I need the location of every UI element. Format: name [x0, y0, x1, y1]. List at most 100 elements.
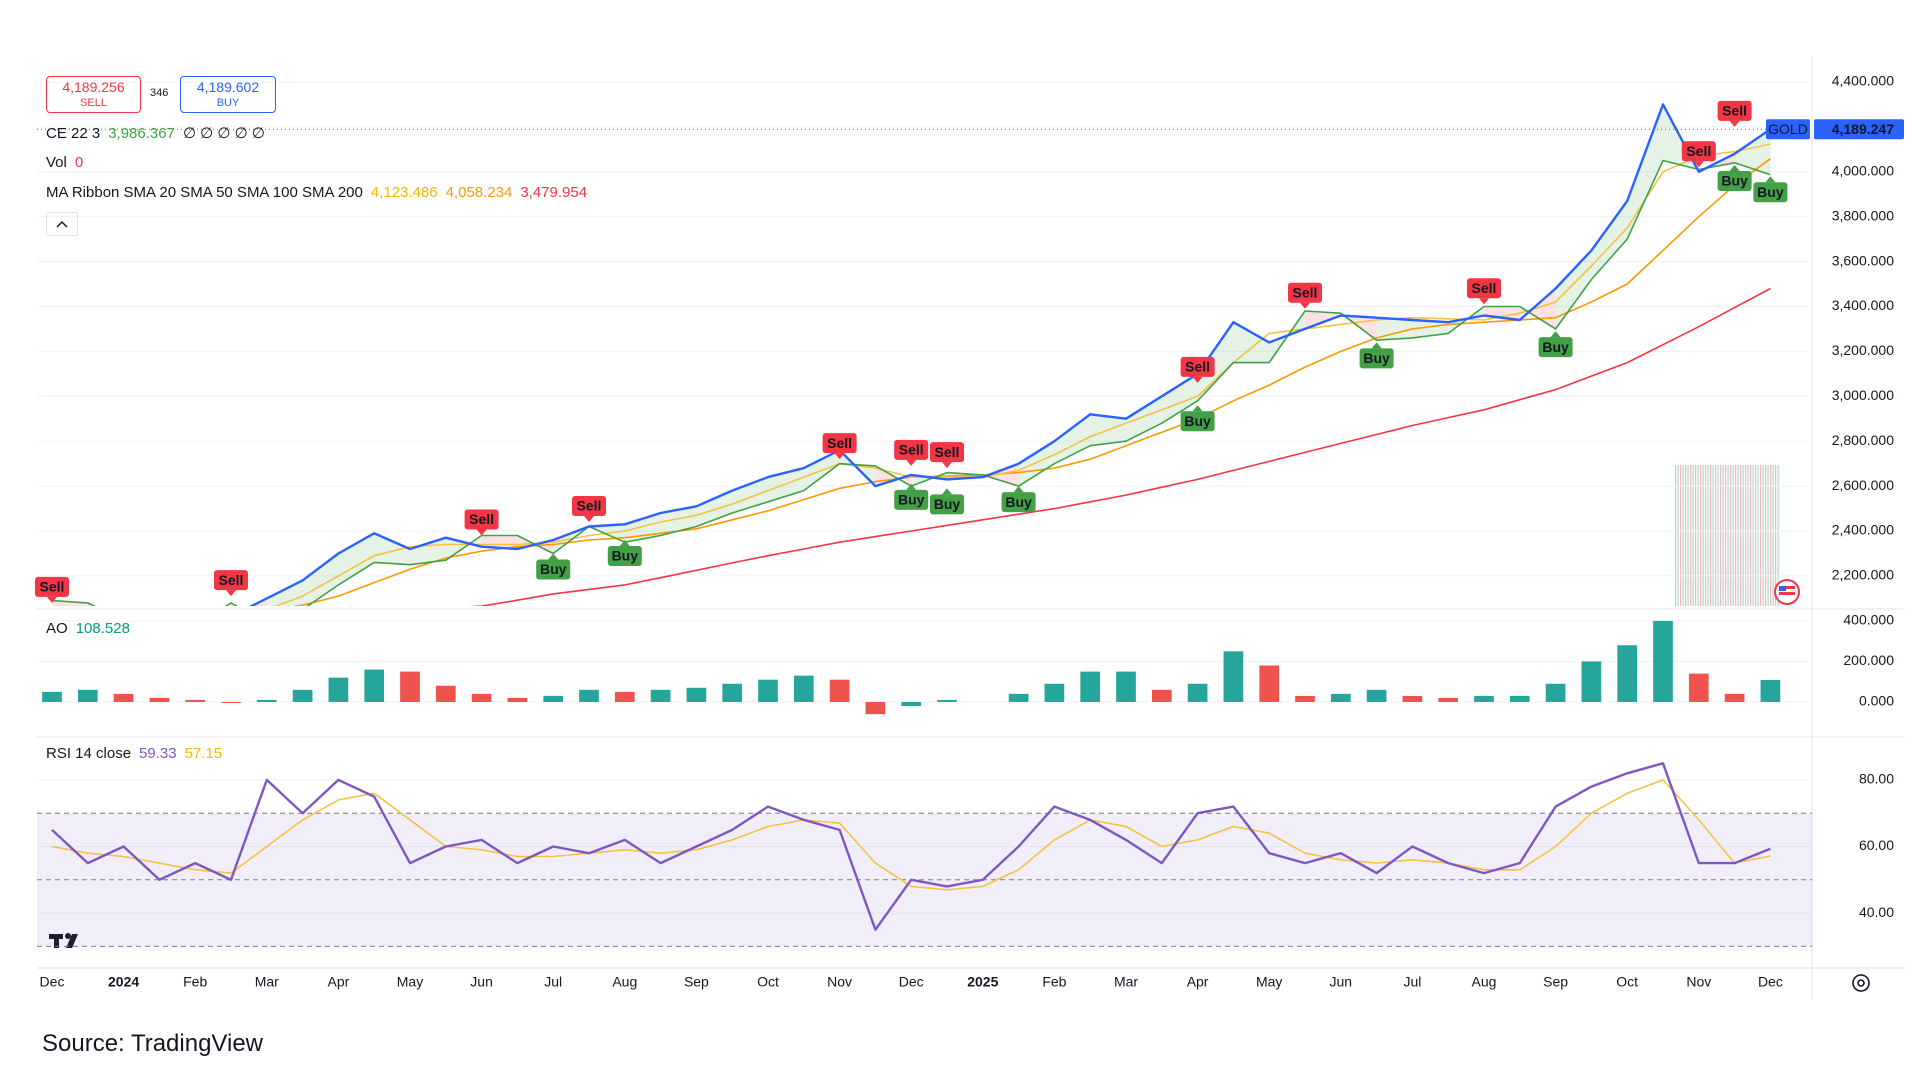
- signal-marker: [834, 453, 845, 460]
- signal-box: [1180, 356, 1215, 377]
- x-tick-label: Feb: [183, 974, 207, 990]
- signal-label: Sell: [827, 435, 852, 451]
- x-tick-label: Apr: [1187, 974, 1209, 990]
- legend-value: 108.528: [75, 620, 130, 637]
- signal-label: Sell: [1722, 103, 1747, 119]
- legend-value: 3,479.954: [520, 184, 588, 201]
- ao-bar: [1366, 689, 1387, 702]
- series-line: [51, 762, 1771, 931]
- legend-value: ∅ ∅ ∅ ∅ ∅: [182, 125, 265, 142]
- ao-bar: [1080, 671, 1101, 702]
- ao-bar: [507, 697, 528, 702]
- plot-area: [37, 762, 1812, 947]
- y-tick-label: 2,400.000: [1832, 522, 1894, 538]
- y-tick-label: 80.00: [1859, 771, 1894, 787]
- signal-marker: [476, 529, 487, 536]
- ao-bar: [1223, 651, 1244, 702]
- ce-fill: [374, 533, 410, 565]
- sell-button[interactable]: 4,189.256 SELL: [46, 76, 141, 113]
- ce-fill: [982, 463, 1019, 487]
- collapse-button[interactable]: [46, 212, 78, 236]
- series-line: [51, 779, 1771, 891]
- ce-fill: [266, 580, 303, 606]
- x-tick-label: Jun: [1330, 974, 1353, 990]
- ao-bar: [614, 691, 635, 702]
- signal-marker: [584, 516, 594, 523]
- x-tick-label: Jul: [1403, 974, 1421, 990]
- ce-fill: [1555, 250, 1592, 329]
- signal-marker: [1192, 405, 1203, 412]
- plot-area: [51, 103, 1772, 606]
- signal-box: [930, 494, 964, 515]
- ao-bar: [865, 701, 886, 715]
- ce-fill: [481, 535, 518, 549]
- signal-label: Sell: [1293, 284, 1318, 300]
- signal-marker: [1013, 486, 1024, 493]
- x-tick-label: Aug: [612, 974, 637, 990]
- ao-bar: [543, 695, 564, 702]
- legend-label: Vol: [46, 154, 67, 171]
- signal-label: Buy: [1363, 350, 1390, 366]
- ce-fill: [1197, 322, 1234, 401]
- symbol-label: GOLD: [1768, 121, 1808, 137]
- legend-value: 4,123.486: [370, 184, 438, 201]
- ce-fill: [1054, 414, 1091, 464]
- signal-label: Buy: [1721, 173, 1748, 189]
- buy-button[interactable]: 4,189.602 BUY: [180, 76, 276, 113]
- buy-label: BUY: [216, 96, 240, 109]
- signal-label: Buy: [540, 561, 567, 577]
- ce-fill: [696, 490, 733, 527]
- spread: 346: [150, 87, 169, 99]
- signal-label: Buy: [1757, 184, 1784, 200]
- x-tick-label: Feb: [1042, 974, 1066, 990]
- signal-marker: [942, 462, 952, 469]
- plot-area: [42, 620, 1781, 715]
- ao-bar: [400, 671, 420, 702]
- rsi-band: [37, 813, 1812, 947]
- ao-bar: [113, 693, 134, 702]
- ce-fill: [445, 535, 482, 561]
- signal-marker: [548, 553, 559, 560]
- signal-marker: [906, 483, 917, 490]
- y-tick-label: 40.00: [1859, 904, 1894, 920]
- ao-bar: [1044, 683, 1065, 702]
- ao-bar: [185, 699, 206, 702]
- signal-marker: [906, 459, 917, 466]
- signal-box: [1467, 278, 1501, 299]
- x-tick-label: Mar: [1114, 974, 1138, 990]
- x-tick-label: Jun: [470, 974, 493, 990]
- buy-price: 4,189.602: [196, 78, 260, 95]
- signal-marker: [942, 488, 952, 495]
- source: Source: TradingView: [42, 1030, 264, 1057]
- ce-fill: [768, 468, 804, 502]
- ao-bar: [1008, 693, 1029, 702]
- signal-box: [1717, 171, 1752, 192]
- signal-marker: [1550, 331, 1561, 338]
- series-line: [51, 159, 1771, 606]
- signal-box: [464, 509, 499, 530]
- ao-bar: [149, 697, 170, 702]
- volume-placeholder: [1675, 465, 1780, 606]
- series-line: [274, 143, 1771, 606]
- legend-row: AO 108.528: [46, 620, 130, 637]
- signal-marker: [1729, 120, 1740, 127]
- signal-box: [536, 559, 571, 580]
- signal-box: [1001, 492, 1036, 513]
- y-tick-label: 2,200.000: [1832, 567, 1894, 583]
- ce-fill: [1161, 373, 1198, 424]
- ce-fill: [1591, 200, 1628, 280]
- x-tick-label: Dec: [40, 974, 65, 990]
- signal-label: Buy: [898, 492, 925, 508]
- price-box: [1814, 119, 1904, 140]
- ao-bar: [1402, 695, 1423, 702]
- signal-label: Sell: [1185, 359, 1210, 375]
- y-tick-label: 4,400.000: [1832, 73, 1894, 89]
- ao-bar: [1581, 661, 1602, 702]
- legend-row: CE 22 3 3,986.367 ∅ ∅ ∅ ∅ ∅: [46, 124, 265, 143]
- signal-label: Sell: [1686, 143, 1711, 159]
- settings-icon[interactable]: [1852, 974, 1870, 992]
- x-tick-label: Oct: [757, 974, 779, 990]
- chevron: [56, 220, 68, 228]
